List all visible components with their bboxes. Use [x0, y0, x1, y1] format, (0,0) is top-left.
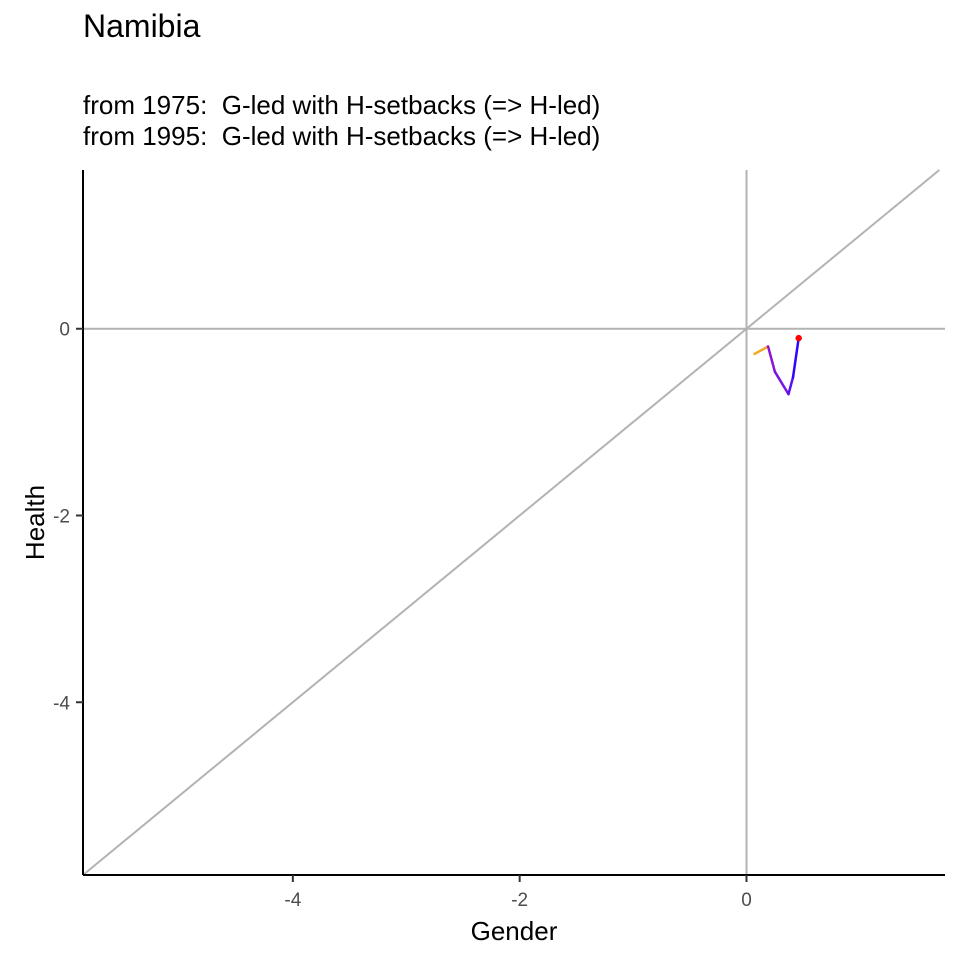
series-segment [753, 345, 770, 356]
y-axis-title: Health [20, 485, 50, 560]
series-segment [787, 376, 795, 396]
x-tick-label: -2 [511, 890, 528, 911]
axes [82, 170, 945, 876]
y-tick-label: 0 [59, 320, 70, 341]
series-segment [791, 336, 800, 379]
chart-subtitle-line-1: from 1975: G-led with H-setbacks (=> H-l… [83, 90, 601, 120]
series-segment [773, 370, 790, 396]
chart-subtitle-line-2: from 1995: G-led with H-setbacks (=> H-l… [83, 121, 601, 151]
chart-title: Namibia [83, 8, 201, 44]
x-tick-label: -4 [284, 890, 301, 911]
reference-line-diagonal [82, 169, 940, 876]
reference-lines [82, 169, 945, 876]
series-end-point [795, 334, 802, 342]
x-axis-title: Gender [471, 916, 558, 946]
series-layer [753, 334, 802, 396]
y-tick-label: -4 [53, 693, 70, 714]
x-axis-ticks: -4 -2 0 [284, 875, 752, 911]
x-tick-label: 0 [741, 890, 752, 911]
y-axis-ticks: 0 -2 -4 [53, 320, 83, 714]
y-tick-label: -2 [53, 506, 70, 527]
series-segment [766, 345, 777, 373]
